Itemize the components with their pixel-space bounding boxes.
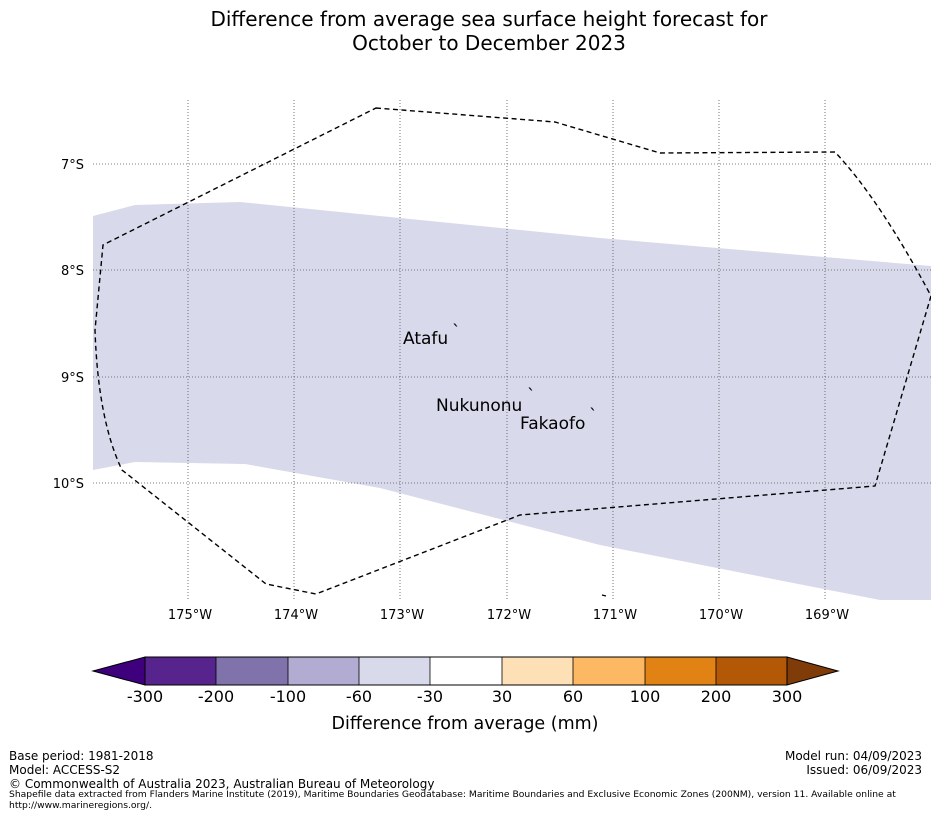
colorbar-tick-label: -100: [270, 687, 306, 706]
colorbar-tick-label: 60: [563, 687, 583, 706]
model-name: Model: ACCESS-S2: [9, 763, 121, 777]
lat-label-10s: 10°S: [53, 477, 84, 492]
footer-left: Base period: 1981-2018 Model: ACCESS-S2: [9, 749, 154, 777]
place-label-atafu: Atafu: [403, 329, 448, 349]
colorbar-segment: [645, 657, 716, 685]
map-title: Difference from average sea surface heig…: [0, 7, 931, 55]
colorbar-tick-label: -300: [127, 687, 163, 706]
colorbar: -300 -200 -100 -60 -30 30 60 100 200 300: [91, 656, 840, 706]
colorbar-extend-max: [786, 656, 840, 686]
place-marker-fakaofo: `: [589, 406, 598, 426]
lon-label-173w: 173°W: [380, 608, 424, 623]
place-label-nukunonu: Nukunonu: [436, 396, 522, 416]
colorbar-label: Difference from average (mm): [331, 714, 598, 734]
gridlines: [93, 100, 931, 600]
colorbar-tick-label: -30: [417, 687, 443, 706]
anomaly-region: [93, 202, 931, 600]
place-label-fakaofo: Fakaofo: [520, 414, 585, 434]
title-line-2: October to December 2023: [352, 31, 626, 55]
lon-label-170w: 170°W: [699, 608, 743, 623]
boundary-fragment: [601, 594, 607, 597]
colorbar-segment: [288, 657, 359, 685]
shapefile-credit-line-2: http://www.marineregions.org/.: [9, 799, 152, 811]
lon-label-172w: 172°W: [487, 608, 531, 623]
colorbar-segment: [573, 657, 645, 685]
colorbar-extend-min: [91, 656, 146, 686]
shapefile-credit: Shapefile data extracted from Flanders M…: [9, 789, 896, 811]
lat-label-9s: 9°S: [61, 371, 84, 386]
place-marker-nukunonu: `: [527, 386, 536, 406]
colorbar-tick-label: 100: [630, 687, 661, 706]
colorbar-segment: [216, 657, 288, 685]
footer-right: Model run: 04/09/2023 Issued: 06/09/2023: [785, 749, 922, 777]
colorbar-segment: [502, 657, 573, 685]
colorbar-outline: [144, 656, 788, 686]
colorbar-tick-label: 30: [492, 687, 512, 706]
colorbar-segment: [145, 657, 216, 685]
eez-boundary: [94, 107, 931, 595]
lat-label-8s: 8°S: [61, 264, 84, 279]
colorbar-segment: [716, 657, 787, 685]
base-period: Base period: 1981-2018: [9, 749, 154, 763]
colorbar-segment: [359, 657, 430, 685]
lon-label-175w: 175°W: [168, 608, 212, 623]
title-line-1: Difference from average sea surface heig…: [210, 7, 768, 31]
issued-date: Issued: 06/09/2023: [806, 763, 922, 777]
colorbar-tick-label: 300: [772, 687, 803, 706]
place-marker-atafu: `: [452, 322, 461, 342]
colorbar-segment: [430, 657, 502, 685]
colorbar-tick-label: -200: [198, 687, 234, 706]
colorbar-tick-label: 200: [701, 687, 732, 706]
lon-label-171w: 171°W: [593, 608, 637, 623]
lon-label-169w: 169°W: [805, 608, 849, 623]
model-run: Model run: 04/09/2023: [784, 749, 922, 763]
shapefile-credit-line-1: Shapefile data extracted from Flanders M…: [9, 789, 896, 800]
lon-label-174w: 174°W: [274, 608, 318, 623]
colorbar-tick-label: -60: [346, 687, 372, 706]
copyright: © Commonwealth of Australia 2023, Austra…: [9, 777, 435, 791]
lat-label-7s: 7°S: [61, 158, 84, 173]
